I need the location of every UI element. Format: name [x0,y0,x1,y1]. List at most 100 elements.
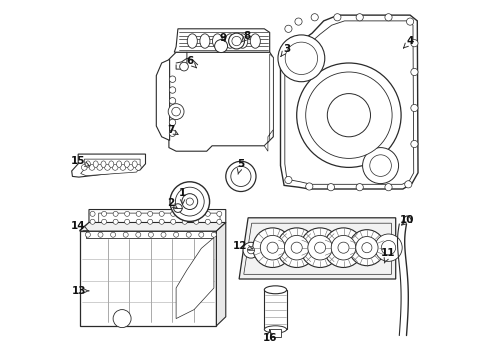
Circle shape [169,87,175,93]
Polygon shape [168,52,273,151]
Circle shape [120,165,125,170]
Polygon shape [80,231,216,326]
Circle shape [136,219,141,224]
Circle shape [260,235,285,260]
Text: 14: 14 [71,221,88,231]
Circle shape [205,219,210,224]
Circle shape [113,310,131,328]
Circle shape [159,211,164,216]
Circle shape [384,184,391,191]
Circle shape [252,228,292,267]
Circle shape [173,232,178,237]
Polygon shape [93,213,220,228]
Circle shape [175,187,204,216]
Circle shape [148,232,153,237]
Circle shape [284,25,291,32]
Text: 2: 2 [167,198,177,208]
Ellipse shape [116,161,122,167]
Text: 7: 7 [167,125,178,135]
Ellipse shape [224,34,235,48]
Circle shape [147,211,152,216]
Text: 9: 9 [219,33,226,43]
Circle shape [310,14,318,21]
Circle shape [186,198,193,205]
Bar [264,290,286,329]
Circle shape [169,76,175,82]
Polygon shape [81,159,140,176]
Circle shape [147,219,152,224]
Circle shape [410,68,417,76]
Circle shape [214,40,227,53]
Text: 8: 8 [241,31,250,42]
Polygon shape [156,59,169,140]
Circle shape [136,232,141,237]
Circle shape [410,104,417,112]
Circle shape [171,107,180,116]
Circle shape [284,176,291,184]
Circle shape [225,161,256,192]
Circle shape [97,165,102,170]
Circle shape [305,72,391,158]
Polygon shape [72,154,145,177]
Circle shape [90,219,95,224]
Circle shape [81,165,87,170]
Circle shape [102,219,106,224]
Text: 6: 6 [186,56,196,68]
Circle shape [355,14,363,21]
Circle shape [362,148,398,184]
Circle shape [231,36,241,46]
Circle shape [326,184,334,191]
Circle shape [182,219,187,224]
Ellipse shape [212,34,222,48]
Circle shape [305,183,312,190]
Circle shape [186,232,191,237]
Circle shape [374,234,401,261]
Circle shape [285,42,317,75]
Circle shape [90,211,95,216]
Circle shape [290,242,302,253]
Circle shape [294,18,302,25]
Circle shape [330,235,355,260]
Circle shape [369,155,390,176]
Circle shape [170,211,175,216]
Circle shape [127,165,133,170]
Polygon shape [280,15,417,189]
Circle shape [410,140,417,148]
Circle shape [216,211,222,216]
Circle shape [228,33,244,49]
Circle shape [355,184,363,191]
Circle shape [124,211,129,216]
Circle shape [193,219,199,224]
Text: 4: 4 [403,36,413,48]
Text: 12: 12 [232,240,252,251]
Circle shape [169,119,175,126]
Ellipse shape [124,161,129,167]
Circle shape [102,211,106,216]
Circle shape [104,165,110,170]
Circle shape [123,232,128,237]
Ellipse shape [101,161,106,167]
Circle shape [243,242,258,258]
Circle shape [170,182,209,221]
Circle shape [410,40,417,47]
Circle shape [361,243,371,253]
Bar [86,231,212,238]
Circle shape [205,211,210,216]
Circle shape [276,228,316,267]
Circle shape [314,242,325,253]
Circle shape [136,211,141,216]
Circle shape [247,247,254,254]
Polygon shape [216,222,225,326]
Circle shape [124,219,129,224]
Ellipse shape [250,34,260,48]
Circle shape [159,219,164,224]
Circle shape [173,204,182,212]
Text: 5: 5 [237,159,244,174]
Circle shape [333,14,340,21]
Circle shape [199,232,203,237]
Ellipse shape [264,286,286,294]
Circle shape [85,232,90,237]
Polygon shape [239,218,395,279]
Circle shape [182,194,197,210]
Circle shape [113,219,118,224]
